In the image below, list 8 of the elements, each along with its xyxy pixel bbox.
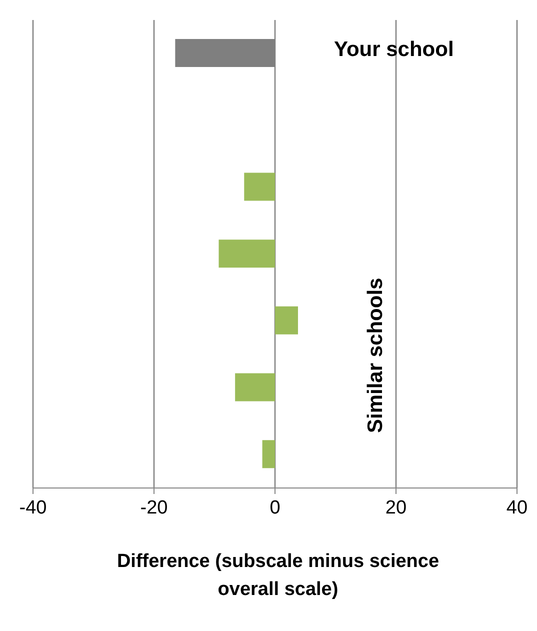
x-tick-label: -20 <box>140 497 168 518</box>
x-tick-label: -40 <box>19 497 47 518</box>
x-tick-label: 0 <box>270 497 280 518</box>
x-axis-title: Difference (subscale minus science overall scale) <box>116 550 440 602</box>
annotation: Similar schools <box>364 278 388 433</box>
x-tick-label: 20 <box>385 497 407 518</box>
x-tick-label: 40 <box>506 497 528 518</box>
annotation: Your school <box>334 38 454 62</box>
